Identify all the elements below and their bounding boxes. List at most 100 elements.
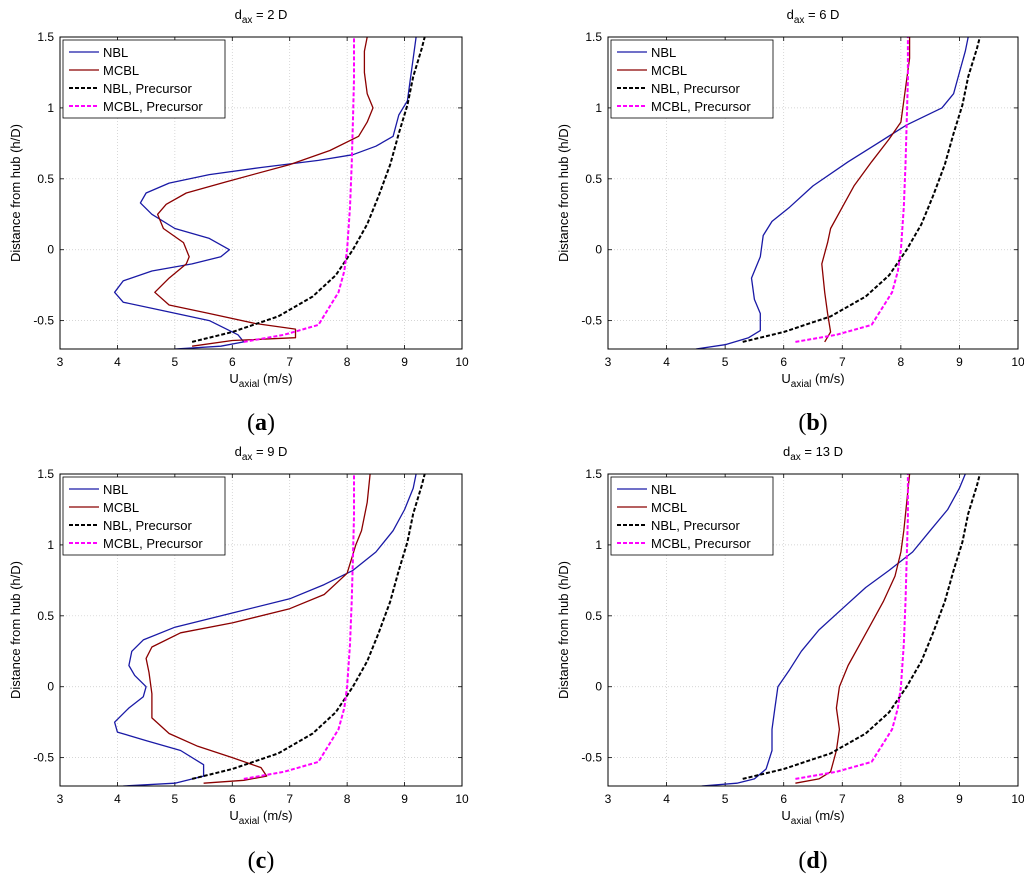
chart-panel-c: 3 4 5 6 7 8 9 10 -0.5 0 0.5 1 1.5 dax = 9 D Uaxial (m/… bbox=[8, 444, 469, 874]
legend-label: NBL, Precursor bbox=[103, 518, 193, 533]
panel-label-close: ) bbox=[267, 410, 275, 436]
series-line-nbl-precursor bbox=[742, 37, 981, 343]
title-rest: = 13 D bbox=[801, 444, 843, 459]
x-label-subscript: axial bbox=[791, 816, 812, 827]
y-tick-label: 1.5 bbox=[37, 30, 54, 44]
y-tick-label: 0.5 bbox=[37, 609, 54, 623]
x-label-unit: (m/s) bbox=[259, 808, 292, 823]
panel-label-letter: b bbox=[806, 410, 819, 436]
panel-label-close: ) bbox=[266, 848, 274, 874]
x-label-main: U bbox=[781, 371, 790, 386]
y-tick-label: -0.5 bbox=[33, 314, 54, 328]
x-tick-label: 5 bbox=[722, 355, 729, 369]
legend-label: MCBL, Precursor bbox=[103, 536, 203, 551]
x-tick-label: 6 bbox=[229, 792, 236, 806]
x-tick-label: 7 bbox=[286, 355, 293, 369]
panel-label: (c) bbox=[248, 848, 275, 874]
legend-label: MCBL bbox=[103, 63, 139, 78]
title-main: d bbox=[235, 444, 242, 459]
chart-title: dax = 2 D bbox=[235, 7, 288, 26]
y-tick-label: -0.5 bbox=[581, 314, 602, 328]
legend-label: MCBL bbox=[651, 500, 687, 515]
axes-frame bbox=[607, 473, 1019, 787]
title-main: d bbox=[783, 444, 790, 459]
y-tick-label: 1.5 bbox=[585, 30, 602, 44]
x-tick-label: 9 bbox=[401, 792, 408, 806]
y-tick-label: -0.5 bbox=[33, 751, 54, 765]
title-subscript: ax bbox=[242, 452, 253, 463]
legend-label: MCBL, Precursor bbox=[651, 536, 751, 551]
x-tick-label: 5 bbox=[722, 792, 729, 806]
series-line-mcbl-precursor bbox=[795, 474, 909, 780]
y-tick-label: 0 bbox=[595, 680, 602, 694]
y-tick-label: 1 bbox=[595, 538, 602, 552]
title-rest: = 9 D bbox=[252, 444, 287, 459]
axes-frame bbox=[59, 36, 463, 350]
y-tick-label: 0.5 bbox=[585, 609, 602, 623]
x-tick-label: 5 bbox=[172, 792, 179, 806]
legend-label: NBL bbox=[651, 482, 676, 497]
series-line-mcbl-precursor bbox=[243, 474, 355, 780]
series-line-mcbl-precursor bbox=[243, 37, 355, 343]
y-tick-label: 1 bbox=[595, 101, 602, 115]
y-axis-label: Distance from hub (h/D) bbox=[8, 124, 23, 262]
title-subscript: ax bbox=[790, 452, 801, 463]
legend-label: MCBL bbox=[651, 63, 687, 78]
x-tick-label: 3 bbox=[605, 792, 612, 806]
panel-label-open: ( bbox=[798, 410, 806, 436]
legend-label: NBL bbox=[103, 45, 128, 60]
x-tick-label: 6 bbox=[780, 355, 787, 369]
y-axis-label: Distance from hub (h/D) bbox=[8, 561, 23, 699]
x-tick-label: 6 bbox=[229, 355, 236, 369]
panel-label-open: ( bbox=[798, 848, 806, 874]
chart-title: dax = 6 D bbox=[787, 7, 840, 26]
y-tick-label: 1 bbox=[47, 101, 54, 115]
series-line-mcbl bbox=[821, 37, 911, 343]
panel-label-close: ) bbox=[820, 410, 828, 436]
x-tick-label: 4 bbox=[114, 792, 121, 806]
x-tick-label: 3 bbox=[57, 792, 64, 806]
legend-label: NBL, Precursor bbox=[651, 518, 741, 533]
legend: NBL MCBL NBL, Precursor MCBL, Precursor bbox=[610, 476, 774, 556]
legend: NBL MCBL NBL, Precursor MCBL, Precursor bbox=[62, 39, 226, 119]
x-tick-label: 6 bbox=[780, 792, 787, 806]
x-label-main: U bbox=[781, 808, 790, 823]
series-line-nbl bbox=[701, 474, 966, 786]
legend: NBL MCBL NBL, Precursor MCBL, Precursor bbox=[62, 476, 226, 556]
x-axis-label: Uaxial (m/s) bbox=[781, 808, 844, 827]
x-tick-label: 9 bbox=[401, 355, 408, 369]
series-line-nbl-precursor bbox=[742, 474, 981, 780]
title-subscript: ax bbox=[242, 15, 253, 26]
y-tick-label: 0.5 bbox=[37, 172, 54, 186]
x-label-subscript: axial bbox=[239, 379, 260, 390]
panel-label: (b) bbox=[798, 410, 827, 436]
chart-title: dax = 13 D bbox=[783, 444, 843, 463]
x-tick-label: 10 bbox=[1011, 792, 1024, 806]
x-label-main: U bbox=[229, 808, 238, 823]
legend-label: NBL, Precursor bbox=[651, 81, 741, 96]
series-line-mcbl bbox=[795, 474, 911, 784]
x-label-subscript: axial bbox=[239, 816, 260, 827]
y-axis-label: Distance from hub (h/D) bbox=[556, 124, 571, 262]
legend-label: MCBL bbox=[103, 500, 139, 515]
chart-panel-b: 3 4 5 6 7 8 9 10 -0.5 0 0.5 1 1.5 dax = 6 D Uaxial (m/… bbox=[556, 7, 1024, 436]
panel-label-letter: d bbox=[806, 848, 820, 874]
x-tick-label: 7 bbox=[286, 792, 293, 806]
panel-label: (a) bbox=[247, 410, 275, 436]
x-tick-label: 5 bbox=[172, 355, 179, 369]
title-main: d bbox=[787, 7, 794, 22]
title-rest: = 6 D bbox=[804, 7, 839, 22]
x-tick-label: 4 bbox=[114, 355, 121, 369]
x-tick-label: 3 bbox=[57, 355, 64, 369]
legend-label: NBL bbox=[103, 482, 128, 497]
series-line-nbl-precursor bbox=[191, 37, 426, 343]
x-tick-label: 9 bbox=[956, 355, 963, 369]
panel-label-open: ( bbox=[247, 410, 255, 436]
series-line-mcbl bbox=[154, 37, 374, 347]
title-rest: = 2 D bbox=[252, 7, 287, 22]
panel-label-close: ) bbox=[820, 848, 828, 874]
x-axis-label: Uaxial (m/s) bbox=[229, 371, 292, 390]
panel-label-letter: c bbox=[256, 848, 267, 874]
x-tick-label: 10 bbox=[1011, 355, 1024, 369]
